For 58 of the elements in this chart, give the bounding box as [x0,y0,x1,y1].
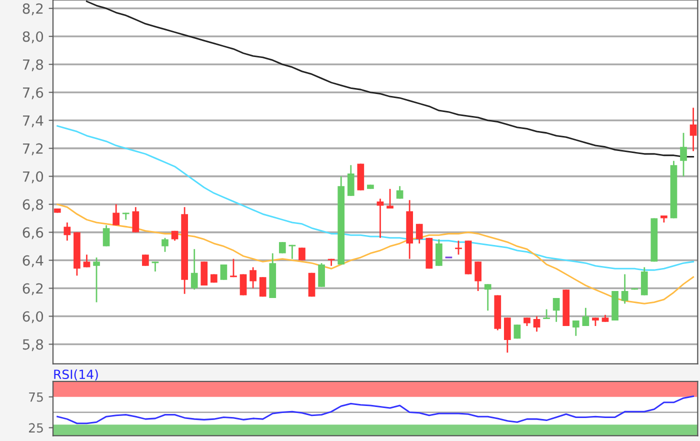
candlestick [102,224,110,247]
candlestick [142,254,149,267]
y-tick-label: 75 [29,392,43,402]
candlestick [278,241,286,254]
y-tick-label: 7,6 [23,87,44,100]
candlestick [200,260,208,286]
candlestick [552,297,560,323]
candlestick [230,258,237,278]
candlestick [112,204,120,226]
candlestick [416,223,423,244]
candlestick [83,254,90,268]
candlestick [190,248,198,290]
candlestick [572,320,580,337]
y-tick-label: 7,0 [23,171,44,184]
candlestick [690,107,697,152]
candlestick [250,266,256,289]
candlestick [436,238,442,267]
line-series [56,204,694,304]
y-tick-label: 6,4 [22,255,44,268]
chart-title: RSI(14) [54,369,98,381]
line-series [56,395,694,424]
candlestick [514,324,521,340]
candlestick [640,266,648,296]
candlestick [474,260,482,292]
candlestick [64,222,71,242]
y-tick-label: 8,0 [22,31,44,44]
candlestick [504,316,511,354]
candlestick [318,262,325,288]
candlestick [533,316,540,332]
y-tick-label: 7,8 [23,59,44,72]
candlestick [680,132,687,178]
candlestick [621,274,628,304]
y-tick-label: 7,4 [23,115,44,128]
y-tick-label: 6,8 [22,199,44,212]
candlestick [582,307,590,327]
y-tick-label: 8,2 [22,3,43,16]
candlestick [162,237,168,253]
candlestick [455,240,462,256]
candlestick [132,206,140,233]
y-tick-label: 6,2 [22,283,43,296]
candlestick [259,276,266,298]
candlestick [152,260,159,272]
y-tick-label: 6,0 [22,311,44,324]
candlestick [376,198,384,239]
candlestick [240,274,247,296]
y-tick-label: 5,8 [22,339,44,352]
line-series [56,125,694,271]
candlestick [93,256,100,303]
y-tick-label: 6,6 [22,227,44,240]
candlestick [396,185,404,200]
candlestick [288,244,296,260]
candlestick [220,264,228,281]
candlestick [347,164,354,197]
y-tick-label: 7,2 [23,143,43,156]
candlestick [484,283,492,312]
candlestick [386,188,394,210]
y-tick-label: 25 [28,423,43,433]
candlestick [298,246,306,261]
